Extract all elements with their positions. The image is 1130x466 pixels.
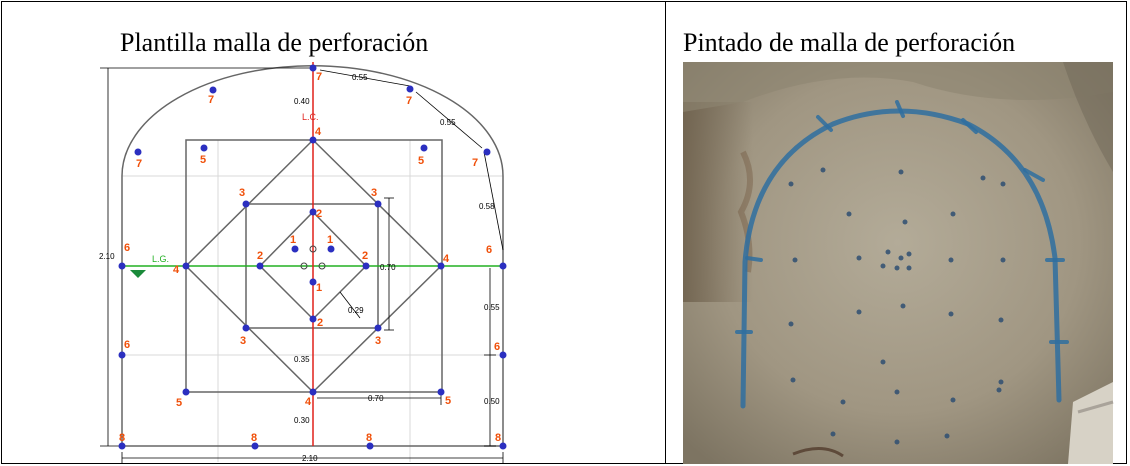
painted-mesh-photo — [683, 62, 1114, 464]
shadow-area — [683, 102, 753, 302]
hole-label: 8 — [366, 432, 372, 444]
rock-texture — [792, 447, 844, 458]
dim-crown-to-center: 0.40 — [294, 97, 310, 106]
dim-right-wall-lower: 0.50 — [484, 397, 500, 406]
panel-divider — [665, 1, 666, 464]
drill-holes — [118, 64, 507, 450]
hole-label: 5 — [418, 155, 424, 167]
tunnel-outline — [121, 65, 504, 447]
hole-label: 4 — [305, 396, 312, 408]
dim-lower-width: 0.70 — [368, 394, 384, 403]
dim-diagonal: 0.29 — [348, 306, 364, 315]
rock-face — [683, 62, 1113, 464]
dim-center-to-lower: 0.35 — [294, 355, 310, 364]
dim-floor-gap: 0.30 — [294, 416, 310, 425]
hole-label: 4 — [173, 264, 180, 276]
hole-label: 6 — [124, 242, 130, 254]
hole-label: 5 — [445, 395, 451, 407]
hole-label: 2 — [362, 250, 368, 262]
hole-label: 2 — [257, 250, 263, 262]
grade-line-label: L.G. — [152, 254, 169, 264]
hole-label: 4 — [315, 126, 322, 138]
hole-label: 7 — [472, 157, 478, 169]
tool-corner — [1077, 400, 1114, 414]
drill-mesh-diagram: L.C. L.G. 0.55 0.55 0.40 0.58 2.10 2.10 … — [99, 62, 507, 464]
hole-label: 3 — [239, 187, 245, 199]
dim-total-height: 2.10 — [99, 252, 115, 261]
hole-label: 6 — [124, 339, 130, 351]
right-panel-title: Pintado de malla de perforación — [683, 28, 1016, 57]
grade-marker-icon — [130, 270, 146, 278]
tool-corner — [1068, 382, 1113, 464]
rock-texture — [683, 62, 1113, 112]
hole-label: 1 — [327, 234, 333, 246]
dim-top-chord-2: 0.55 — [440, 118, 456, 127]
dim-top-chord-1: 0.55 — [352, 73, 368, 82]
rock-texture — [1063, 62, 1113, 172]
hole-label: 8 — [495, 432, 501, 444]
relief-holes — [300, 245, 326, 270]
hole-label: 4 — [443, 253, 450, 265]
dim-right-wall-upper: 0.55 — [484, 303, 500, 312]
hole-label: 3 — [371, 187, 377, 199]
hole-label: 3 — [240, 335, 246, 347]
hole-label: 7 — [406, 95, 412, 107]
hole-label: 5 — [200, 154, 206, 166]
hole-label: 2 — [316, 208, 322, 220]
dim-side-arc: 0.58 — [479, 202, 495, 211]
left-panel-title: Plantilla malla de perforación — [120, 28, 429, 57]
hole-label: 6 — [494, 341, 500, 353]
hole-label: 7 — [136, 158, 142, 170]
hole-label: 8 — [119, 432, 125, 444]
hole-label: 1 — [290, 234, 296, 246]
contour-ticks — [735, 100, 1069, 344]
dimension-lines — [100, 67, 504, 464]
hole-label: 7 — [208, 94, 214, 106]
hole-label: 8 — [251, 432, 257, 444]
dim-inner-square: 0.70 — [380, 263, 396, 272]
hole-label: 6 — [486, 244, 492, 256]
hole-label: 2 — [317, 317, 323, 329]
hole-label: 5 — [176, 397, 182, 409]
hole-label: 1 — [316, 282, 322, 294]
hole-numbers: 1 1 1 2 2 2 2 3 3 3 3 4 4 4 4 5 5 5 5 6 … — [119, 71, 501, 444]
painted-dots — [788, 167, 1006, 445]
hole-label: 3 — [375, 335, 381, 347]
hole-label: 7 — [316, 71, 322, 83]
center-line-label: L.C. — [302, 112, 319, 122]
rock-stain — [737, 150, 754, 273]
dim-total-width: 2.10 — [302, 454, 318, 463]
